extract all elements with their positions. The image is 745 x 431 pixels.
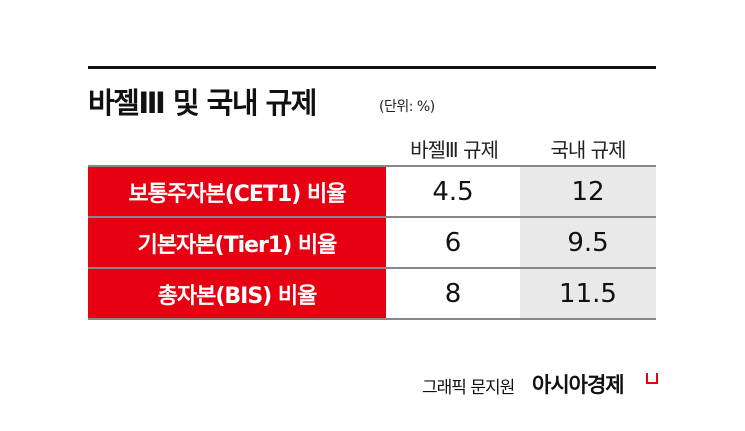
page-title: 바젤Ⅲ 및 국내 규제 [88,86,317,120]
basel-value: 4.5 [386,165,520,217]
table-row: 총자본(BIS) 비율 8 11.5 [88,267,656,320]
unit-label: (단위: %) [379,99,435,115]
graphic-credit: 그래픽 문지원 [422,378,515,398]
basel-value: 8 [386,267,520,320]
brand-logo: 아시아경제 [532,373,625,397]
domestic-value: 11.5 [520,267,656,320]
row-label: 보통주자본(CET1) 비율 [88,165,386,217]
domestic-value: 9.5 [520,216,656,268]
row-label: 총자본(BIS) 비율 [88,267,386,320]
table-row: 기본자본(Tier1) 비율 6 9.5 [88,216,656,268]
column-header-basel: 바젤Ⅲ 규제 [410,138,499,162]
regulation-table: 보통주자본(CET1) 비율 4.5 12 기본자본(Tier1) 비율 6 9… [88,165,656,320]
brand-mark-icon [646,373,658,384]
basel-value: 6 [386,216,520,268]
row-label: 기본자본(Tier1) 비율 [88,216,386,268]
table-row: 보통주자본(CET1) 비율 4.5 12 [88,165,656,217]
top-rule [88,66,656,69]
domestic-value: 12 [520,165,656,217]
column-header-domestic: 국내 규제 [550,138,627,162]
